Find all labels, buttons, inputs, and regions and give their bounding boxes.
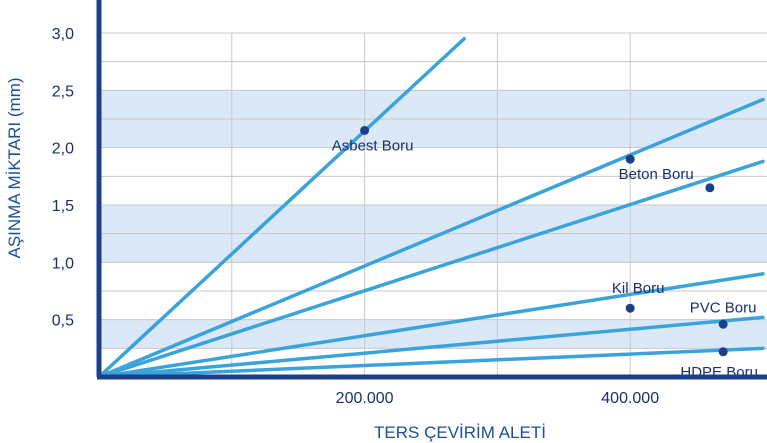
series-label: Asbest Boru — [332, 137, 414, 154]
y-tick-label: 1,0 — [52, 255, 74, 272]
y-tick-labels: 0,5 1,0 1,5 2,0 2,5 3,0 — [52, 26, 74, 330]
series-line — [97, 97, 765, 379]
y-tick-label: 2,0 — [52, 141, 74, 158]
x-tick-label: 400.000 — [601, 390, 659, 407]
x-tick-labels: 200.000 400.000 — [336, 390, 660, 407]
series-markers — [360, 125, 728, 357]
series-marker — [360, 125, 370, 135]
series-line — [97, 346, 765, 379]
series-marker — [625, 154, 635, 164]
x-axis-title: TERS ÇEVİRİM ALETİ — [374, 423, 546, 442]
series-line — [97, 272, 765, 379]
x-tick-label: 200.000 — [336, 390, 394, 407]
series-lines — [97, 36, 765, 379]
y-tick-label: 3,0 — [52, 26, 74, 43]
series-marker — [718, 319, 728, 329]
series-line — [97, 315, 765, 379]
y-axis-title: AŞINMA MİKTARI (mm) — [5, 77, 24, 258]
horizontal-grid — [99, 32, 767, 349]
series-line — [97, 36, 466, 379]
background-bands — [99, 90, 767, 349]
series-label: Kil Boru — [612, 280, 665, 297]
y-tick-label: 0,5 — [52, 313, 74, 330]
series-label: Beton Boru — [619, 166, 694, 183]
series-line — [97, 159, 765, 379]
series-marker — [705, 183, 715, 193]
series-marker — [625, 303, 635, 313]
y-tick-label: 1,5 — [52, 198, 74, 215]
series-label: PVC Boru — [690, 299, 757, 316]
y-tick-label: 2,5 — [52, 83, 74, 100]
series-marker — [718, 347, 728, 357]
